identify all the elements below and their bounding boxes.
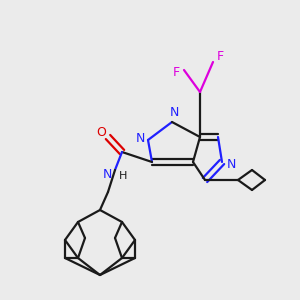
Text: N: N [102, 167, 112, 181]
Text: F: F [172, 65, 180, 79]
Text: F: F [216, 50, 224, 62]
Text: N: N [169, 106, 179, 119]
Text: N: N [226, 158, 236, 170]
Text: N: N [135, 131, 145, 145]
Text: O: O [96, 127, 106, 140]
Text: H: H [119, 171, 127, 181]
